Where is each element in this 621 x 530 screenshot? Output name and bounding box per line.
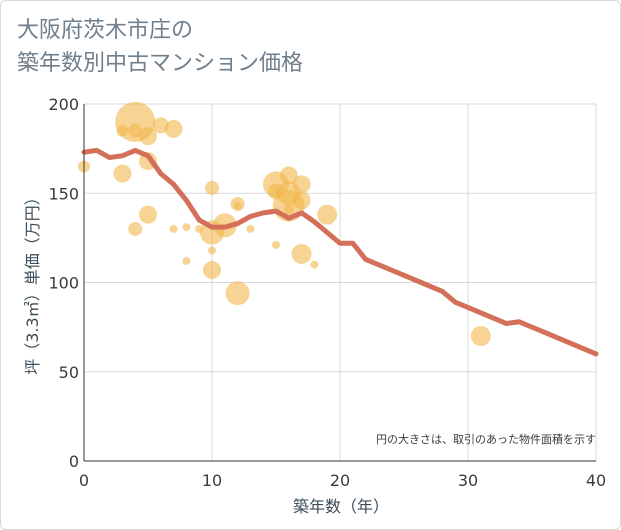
bubble-layer bbox=[78, 101, 491, 347]
bubble-point bbox=[233, 201, 242, 210]
bubble-point bbox=[225, 281, 250, 306]
x-tick-label: 40 bbox=[586, 471, 606, 490]
bubble-point bbox=[283, 204, 294, 215]
chart-note: 円の大きさは、取引のあった物件面積を示す bbox=[376, 432, 596, 446]
bubble-point bbox=[139, 205, 157, 224]
average-price-line bbox=[81, 147, 599, 357]
bubble-point bbox=[182, 223, 191, 232]
bubble-point bbox=[208, 246, 216, 255]
x-tick-label: 0 bbox=[79, 471, 89, 490]
bubble-point bbox=[317, 204, 338, 225]
x-tick-label: 20 bbox=[330, 471, 350, 490]
title-line-2: 築年数別中古マンション価格 bbox=[17, 51, 304, 76]
y-tick-label: 200 bbox=[48, 95, 79, 114]
title-line-1: 大阪府茨木市庄の bbox=[17, 18, 194, 43]
bubble-point bbox=[128, 221, 143, 236]
chart-title: 大阪府茨木市庄の 築年数別中古マンション価格 bbox=[17, 14, 577, 80]
bubble-point bbox=[113, 164, 132, 183]
grid-lines bbox=[84, 103, 597, 461]
y-tick-label: 50 bbox=[59, 363, 79, 382]
bubble-point bbox=[182, 257, 191, 266]
bubble-point bbox=[470, 326, 491, 347]
bubble-point bbox=[310, 260, 319, 269]
bubble-point bbox=[139, 127, 157, 146]
trend-line-layer bbox=[81, 147, 599, 357]
bubble-point bbox=[205, 180, 219, 195]
bubble-point bbox=[291, 243, 312, 264]
bubble-point bbox=[164, 119, 183, 138]
axes: 0 10 20 30 40 0 50 100 150 200 bbox=[48, 95, 606, 490]
y-tick-label: 0 bbox=[69, 452, 79, 471]
bubble-point bbox=[272, 241, 280, 250]
bubble-point bbox=[128, 123, 143, 138]
bubble-point bbox=[292, 175, 311, 194]
y-tick-label: 150 bbox=[48, 184, 79, 203]
x-tick-label: 10 bbox=[202, 471, 222, 490]
bubble-point bbox=[279, 166, 298, 185]
x-axis-title: 築年数（年） bbox=[293, 497, 389, 516]
x-tick-label: 30 bbox=[458, 471, 478, 490]
y-tick-label: 100 bbox=[48, 274, 79, 293]
bubble-point bbox=[292, 191, 311, 210]
bubble-point bbox=[203, 261, 221, 280]
bubble-point bbox=[169, 224, 178, 233]
bubble-point bbox=[246, 224, 255, 233]
y-axis-title: 坪（3.3㎡）単価（万円） bbox=[23, 189, 42, 374]
